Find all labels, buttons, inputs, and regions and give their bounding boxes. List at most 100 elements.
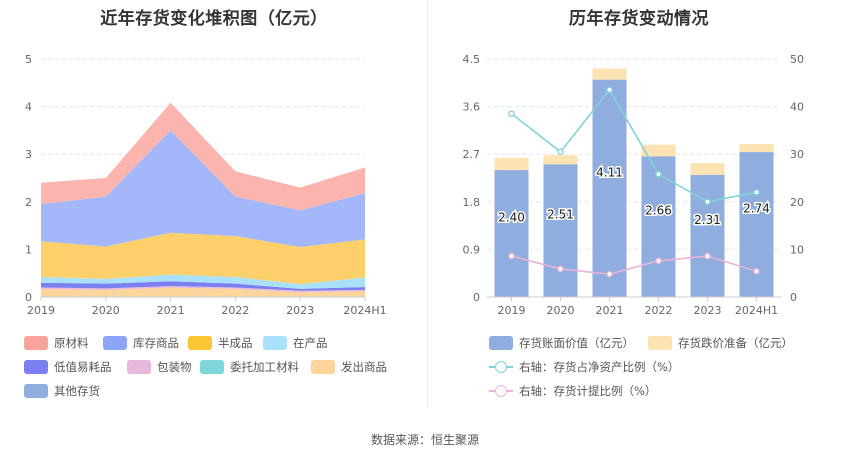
legend-packaging[interactable]: 包装物 xyxy=(127,359,192,375)
line-point-1 xyxy=(704,252,711,260)
legend-label-other-inventory: 其他存货 xyxy=(54,384,100,398)
area-series-4 xyxy=(41,274,365,289)
legend-swatch-other-inventory xyxy=(24,384,48,398)
legend-raw-materials[interactable]: 原材料 xyxy=(24,335,89,351)
bar-impairment-provision xyxy=(592,68,627,80)
legend-other-inventory[interactable]: 其他存货 xyxy=(24,383,100,399)
legend-work-in-progress[interactable]: 在产品 xyxy=(263,335,328,351)
legend-impairment-provision[interactable]: 存货跌价准备（亿元） xyxy=(648,335,793,351)
legend-line-icon-net-assets xyxy=(489,360,513,374)
bar-impairment-provision xyxy=(690,163,725,175)
bar-book-value xyxy=(690,174,725,297)
legend-inventory-to-net-assets[interactable]: 右轴：存货占净资产比例（%） xyxy=(489,359,679,375)
legend-low-value-consumables[interactable]: 低值易耗品 xyxy=(24,359,112,375)
stacked-chart-title: 近年存货变化堆积图（亿元） xyxy=(100,9,328,29)
legend-swatch-consigned-materials xyxy=(200,360,224,374)
legend-label-inventory-to-net-assets: 右轴：存货占净资产比例（%） xyxy=(519,360,680,374)
line-point-1 xyxy=(508,252,515,260)
legend-label-semi-finished: 半成品 xyxy=(218,336,253,350)
area-series-0 xyxy=(41,287,365,297)
stacked-area-chart: 0 1 2 3 4 5 2019 2020 2021 2022 2023 2024H1 xyxy=(25,53,387,317)
x-tick-label: 2020 xyxy=(92,304,120,317)
right-y-tick-label: 20 xyxy=(790,196,804,209)
bar-data-label: 2.31 xyxy=(694,213,721,227)
right-y-tick-label: 30 xyxy=(790,148,804,161)
line-point-0 xyxy=(557,148,564,156)
data-source-note: 数据来源：恒生聚源 xyxy=(370,433,479,447)
y-tick-label: 3 xyxy=(25,148,32,161)
bar-book-value xyxy=(494,170,529,297)
bar-impairment-provision xyxy=(739,144,774,153)
legend-provision-ratio[interactable]: 右轴：存货计提比例（%） xyxy=(489,383,656,399)
x-tick-label: 2024H1 xyxy=(735,304,778,317)
line-point-1 xyxy=(557,265,564,273)
right-y-tick-label: 10 xyxy=(790,243,804,256)
inventory-chart-title: 历年存货变动情况 xyxy=(569,9,709,29)
legend-label-consigned-materials: 委托加工材料 xyxy=(230,360,299,374)
line-point-0 xyxy=(508,110,515,118)
line-point-0 xyxy=(606,86,613,94)
x-tick-label: 2019 xyxy=(27,304,55,317)
legend-finished-goods[interactable]: 库存商品 xyxy=(103,335,179,351)
left-y-tick-label: 0.9 xyxy=(463,243,481,256)
y-tick-label: 0 xyxy=(25,291,32,304)
x-tick-label: 2022 xyxy=(221,304,249,317)
bar-data-label: 2.51 xyxy=(547,208,574,222)
bar-data-label: 4.11 xyxy=(596,165,623,179)
x-tick-label: 2024H1 xyxy=(343,304,386,317)
stacked-area-chart-panel: 近年存货变化堆积图（亿元） 0 1 2 3 4 5 2019 2020 2021 2022 2023… xyxy=(0,0,428,420)
x-tick-label: 2021 xyxy=(157,304,185,317)
bar-impairment-provision xyxy=(543,155,578,165)
legend-label-impairment-provision: 存货跌价准备（亿元） xyxy=(678,336,793,350)
line-point-1 xyxy=(655,257,662,265)
legend-swatch-low-value-consumables xyxy=(24,360,48,374)
bar-data-label: 2.66 xyxy=(645,204,672,218)
line-point-0 xyxy=(704,198,711,206)
legend-consigned-materials[interactable]: 委托加工材料 xyxy=(200,359,299,375)
legend-label-provision-ratio: 右轴：存货计提比例（%） xyxy=(519,384,657,398)
bar-data-label: 2.40 xyxy=(498,211,525,225)
legend-swatch-book-value xyxy=(489,336,513,350)
y-tick-label: 2 xyxy=(25,196,32,209)
legend-swatch-impairment-provision xyxy=(648,336,672,350)
legend-label-raw-materials: 原材料 xyxy=(54,336,89,350)
line-point-0 xyxy=(655,170,662,178)
x-tick-label: 2023 xyxy=(694,304,722,317)
bar-book-value xyxy=(543,164,578,297)
left-y-tick-label: 1.8 xyxy=(463,196,481,209)
legend-goods-shipped[interactable]: 发出商品 xyxy=(311,359,387,375)
panel-divider xyxy=(427,0,428,408)
legend-semi-finished[interactable]: 半成品 xyxy=(188,335,253,351)
area-series-7 xyxy=(41,102,365,211)
legend-line-icon-provision xyxy=(489,384,513,398)
legend-label-low-value-consumables: 低值易耗品 xyxy=(54,360,112,374)
bar-book-value xyxy=(592,79,627,297)
right-y-tick-label: 40 xyxy=(790,101,804,114)
legend-book-value[interactable]: 存货账面价值（亿元） xyxy=(489,335,634,351)
right-y-tick-label: 50 xyxy=(790,53,804,66)
bar-impairment-provision xyxy=(641,144,676,157)
x-tick-label: 2023 xyxy=(286,304,314,317)
bar-book-value xyxy=(739,152,774,297)
legend-swatch-packaging xyxy=(127,360,151,374)
line-point-1 xyxy=(606,270,613,278)
y-tick-label: 4 xyxy=(25,101,32,114)
left-y-tick-label: 0 xyxy=(473,291,480,304)
line-series-1 xyxy=(511,255,757,275)
area-series-6 xyxy=(41,130,365,248)
x-tick-label: 2022 xyxy=(645,304,673,317)
x-tick-label: 2020 xyxy=(547,304,575,317)
left-y-tick-label: 2.7 xyxy=(463,148,481,161)
legend-label-finished-goods: 库存商品 xyxy=(133,336,179,350)
legend-swatch-semi-finished xyxy=(188,336,212,350)
area-series-2 xyxy=(41,286,365,293)
left-y-tick-label: 3.6 xyxy=(463,101,481,114)
left-y-tick-label: 4.5 xyxy=(463,53,481,66)
y-tick-label: 1 xyxy=(25,243,32,256)
legend-swatch-work-in-progress xyxy=(263,336,287,350)
bar-data-label: 2.74 xyxy=(743,202,770,216)
area-series-3 xyxy=(41,281,365,291)
legend-label-goods-shipped: 发出商品 xyxy=(341,360,387,374)
bar-impairment-provision xyxy=(494,157,529,171)
inventory-change-chart-panel: 历年存货变动情况 0 0.9 1.8 2.7 3.6 4.5 0 10 20 30 40 50 2.40… xyxy=(428,0,850,420)
